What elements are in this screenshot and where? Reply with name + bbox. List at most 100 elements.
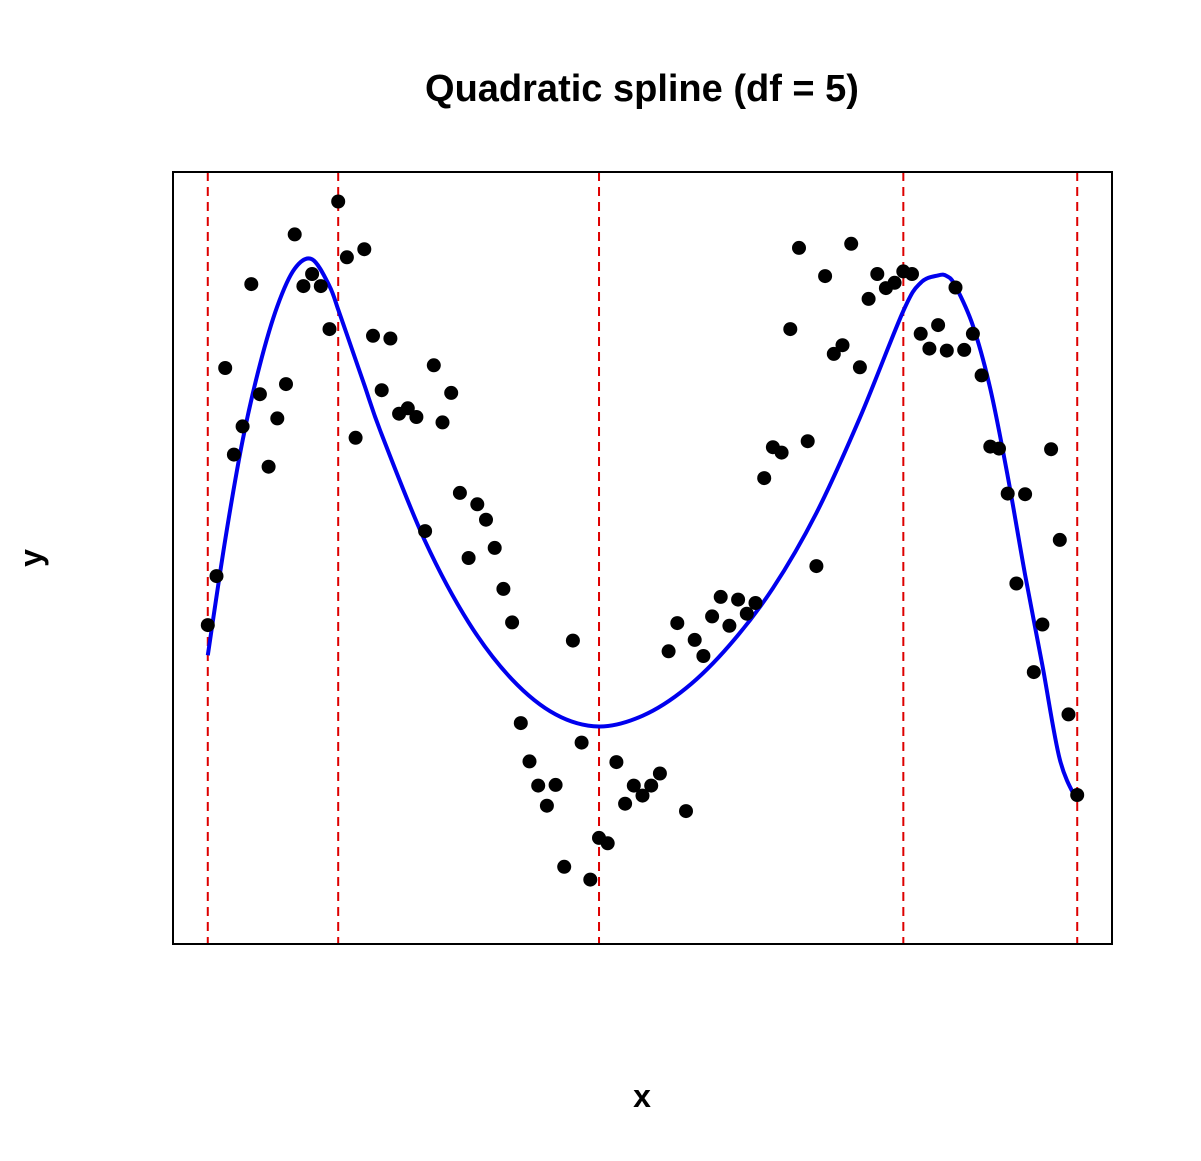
data-point	[887, 275, 902, 290]
data-point	[496, 581, 511, 596]
data-point	[244, 277, 259, 292]
data-point	[1026, 665, 1041, 680]
data-point	[331, 194, 346, 209]
data-point	[1018, 487, 1033, 502]
data-point	[739, 606, 754, 621]
data-point	[339, 250, 354, 265]
data-point	[644, 778, 659, 793]
data-point	[479, 512, 493, 527]
data-point	[322, 322, 337, 337]
data-point	[705, 609, 720, 624]
data-point	[757, 471, 772, 486]
data-point	[844, 236, 859, 251]
y-axis-label: y	[13, 549, 49, 567]
data-point	[696, 649, 711, 663]
data-point	[870, 267, 885, 281]
data-point	[418, 524, 433, 539]
data-point	[1044, 442, 1059, 457]
chart-title: Quadratic spline (df = 5)	[425, 68, 859, 110]
data-point	[1000, 486, 1015, 501]
data-point	[531, 778, 546, 793]
data-point	[366, 328, 380, 343]
data-point	[992, 441, 1006, 456]
data-point	[400, 401, 415, 416]
data-points	[200, 194, 1085, 887]
data-point	[600, 836, 615, 851]
data-point	[774, 445, 789, 460]
data-point	[470, 497, 485, 512]
data-point	[931, 318, 946, 333]
data-point	[383, 331, 398, 346]
data-point	[287, 227, 302, 242]
data-point	[522, 754, 537, 769]
data-point	[809, 559, 824, 574]
data-point	[965, 326, 980, 341]
data-point	[792, 240, 806, 255]
data-point	[826, 346, 841, 361]
x-axis-label: x	[633, 1078, 651, 1114]
data-point	[635, 788, 650, 803]
data-point	[513, 716, 528, 731]
data-point	[426, 358, 441, 373]
data-point	[957, 342, 972, 357]
data-point	[261, 459, 276, 474]
data-point	[200, 618, 215, 633]
data-point	[835, 338, 850, 353]
data-point	[1035, 617, 1050, 632]
data-point	[1070, 788, 1085, 802]
data-point	[861, 291, 876, 306]
data-point	[218, 361, 233, 375]
data-point	[913, 326, 928, 341]
data-point	[435, 415, 450, 430]
data-point	[270, 411, 285, 426]
data-point	[1061, 707, 1076, 722]
data-point	[905, 267, 919, 281]
data-point	[505, 615, 520, 630]
data-point	[800, 434, 815, 449]
data-point	[235, 419, 250, 434]
data-point	[583, 872, 598, 887]
data-point	[461, 551, 476, 565]
plot-frame	[172, 171, 1113, 945]
data-point	[652, 766, 667, 781]
data-point	[679, 804, 693, 819]
data-point	[661, 644, 676, 659]
data-point	[348, 430, 363, 445]
data-point	[548, 777, 563, 792]
data-point	[226, 447, 241, 462]
data-point	[279, 377, 293, 392]
data-point	[296, 279, 311, 294]
data-point	[609, 755, 624, 770]
data-point	[948, 280, 963, 295]
data-point	[557, 859, 572, 874]
data-point	[670, 616, 685, 631]
data-point	[487, 540, 502, 555]
data-point	[922, 341, 937, 356]
data-point	[209, 569, 224, 584]
data-point	[452, 485, 467, 500]
data-point	[305, 267, 320, 281]
data-point	[626, 778, 641, 793]
data-point	[1052, 532, 1067, 547]
data-point	[722, 618, 737, 633]
knot-lines	[206, 172, 1079, 944]
data-point	[409, 410, 424, 424]
data-point	[444, 385, 459, 400]
data-point	[565, 633, 580, 648]
data-point	[357, 242, 372, 257]
data-point	[713, 589, 728, 604]
data-point	[252, 387, 267, 402]
data-point	[1009, 576, 1024, 591]
data-point	[539, 798, 554, 813]
data-point	[687, 632, 702, 647]
data-point	[374, 383, 389, 398]
data-point	[313, 279, 328, 294]
data-point	[618, 796, 633, 811]
data-point	[783, 322, 798, 337]
data-point	[939, 343, 954, 358]
data-point	[574, 735, 589, 750]
data-point	[974, 368, 989, 383]
data-point	[731, 592, 746, 607]
data-point	[852, 360, 867, 375]
